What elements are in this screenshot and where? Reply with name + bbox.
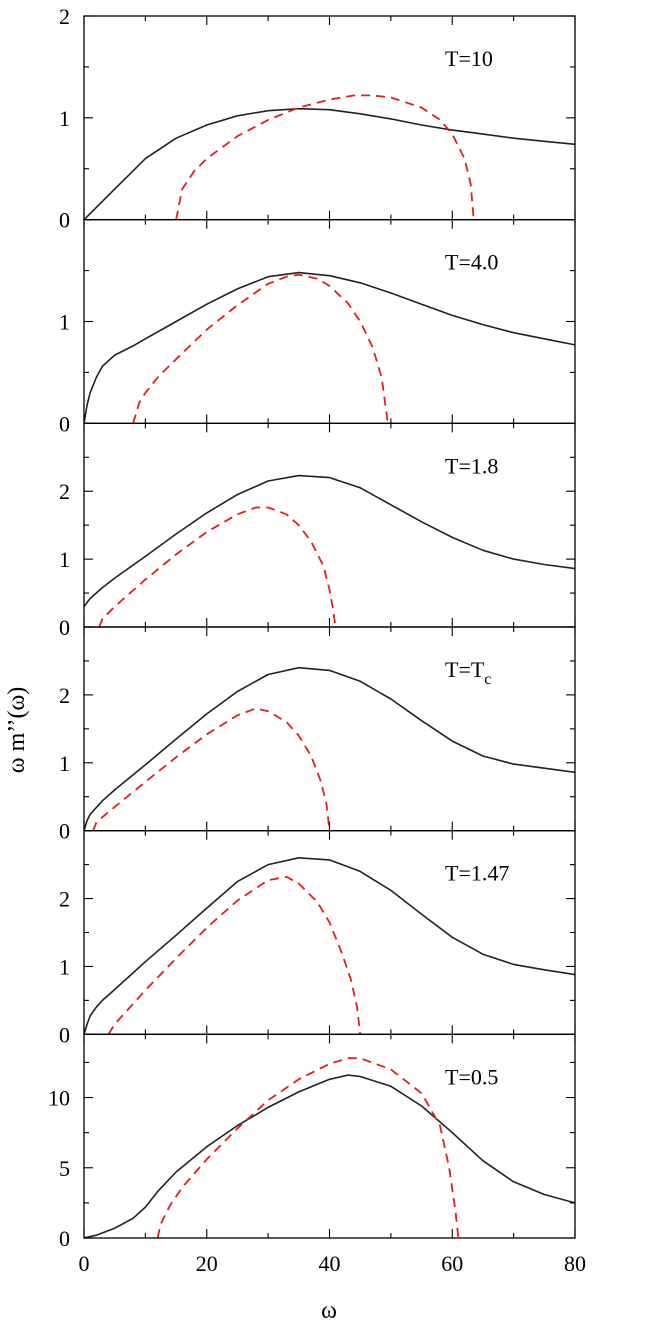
y-tick-label: 2 [59, 887, 70, 912]
y-tick-label: 1 [59, 751, 70, 776]
y-tick-label: 0 [59, 208, 70, 233]
y-tick-label: 1 [59, 106, 70, 131]
y-tick-label: 1 [59, 954, 70, 979]
panel-frame [83, 1033, 576, 1239]
panel-frame [83, 15, 576, 221]
panel-annotation: T=4.0 [445, 250, 498, 275]
solid-curve-1 [84, 271, 575, 424]
y-tick-label: 0 [59, 615, 70, 640]
panel-4: 0 1 2 T=1.47 [59, 830, 576, 1047]
y-tick-label: 2 [59, 683, 70, 708]
panel-1: 0 1 T=4.0 [59, 219, 576, 436]
dashed-curve-2 [98, 506, 337, 628]
panel-annotation: T=10 [445, 46, 493, 71]
dashed-curve-0 [175, 94, 475, 220]
solid-curve-0 [84, 107, 575, 220]
panel-annotation: T=0.5 [445, 1064, 498, 1089]
panel-frame [83, 219, 576, 424]
y-axis-title: ω m’’(ω) [4, 687, 30, 773]
y-tick-label: 5 [59, 1156, 70, 1181]
y-tick-label: 0 [59, 1226, 70, 1251]
solid-curve-3 [84, 666, 575, 831]
solid-curve-4 [84, 857, 575, 1035]
y-tick-label: 0 [59, 1022, 70, 1047]
dashed-curve-3 [92, 707, 331, 831]
dashed-curve-5 [156, 1057, 460, 1239]
x-tick-label: 60 [441, 1251, 463, 1276]
y-tick-label: 1 [59, 310, 70, 335]
panel-0: 0 1 2 T=10 [59, 4, 576, 233]
y-tick-label: 10 [48, 1086, 70, 1111]
panel-5: 0 5 10 T=0.5 [48, 1033, 576, 1251]
solid-curve-5 [84, 1074, 575, 1239]
panel-annotation: T=Tc [445, 657, 491, 688]
x-axis-title: ω [321, 1298, 337, 1324]
dashed-curve-1 [132, 273, 389, 424]
x-tick-label: 0 [79, 1251, 90, 1276]
x-tick-label: 20 [196, 1251, 218, 1276]
panel-frame [83, 422, 576, 628]
panel-annotation: T=1.47 [445, 861, 509, 886]
panel-annotation: T=1.8 [445, 453, 498, 478]
y-tick-label: 2 [59, 4, 70, 29]
x-tick-label: 40 [319, 1251, 341, 1276]
solid-curve-2 [84, 474, 575, 608]
panel-frame [83, 626, 576, 832]
y-tick-label: 1 [59, 547, 70, 572]
panel-3: 0 1 2 T=Tc [59, 626, 576, 844]
dashed-curve-4 [107, 875, 362, 1035]
y-tick-label: 2 [59, 479, 70, 504]
panel-2: 0 1 2 T=1.8 [59, 422, 576, 640]
y-tick-label: 0 [59, 411, 70, 436]
y-tick-label: 0 [59, 819, 70, 844]
x-tick-label: 80 [564, 1251, 586, 1276]
panels-group: 0 1 2 T=10 0 1 T=4.0 0 1 2 T=1.8 0 1 2 T=Tc 0 1 2 T=1.47 0 5… [48, 4, 586, 1276]
